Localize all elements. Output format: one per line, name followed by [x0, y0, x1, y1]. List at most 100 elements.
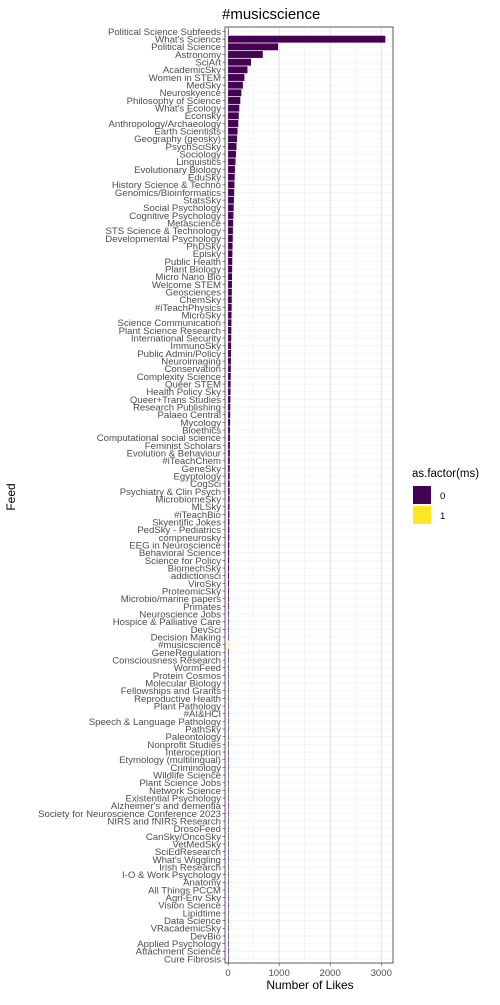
bar	[228, 66, 248, 74]
bar	[228, 403, 231, 411]
y-tick-label: Vision Science	[158, 901, 221, 912]
y-tick-label: Plant Science Research	[119, 326, 221, 337]
y-tick-label: Nonprofit Studies	[147, 740, 221, 751]
y-tick-label: Psychiatry & Clin Psych	[120, 487, 221, 498]
y-tick-label: Reproductive Health	[134, 694, 221, 705]
bar	[228, 610, 229, 618]
bar	[228, 779, 229, 787]
bar	[228, 35, 386, 43]
bar	[228, 564, 230, 572]
bar	[228, 710, 229, 718]
y-tick-label: Speech & Language Pathology	[89, 717, 221, 728]
y-tick-label: Feminist Scholars	[145, 441, 221, 452]
bar	[228, 625, 229, 633]
bar	[228, 863, 229, 871]
bar	[228, 894, 229, 902]
y-axis-title: Feed	[4, 483, 18, 510]
y-tick-label: Existential Psychology	[126, 793, 222, 804]
y-tick-label: Egyptology	[174, 471, 222, 482]
y-tick-label: Political Science Subfeeds	[108, 27, 221, 38]
y-tick-label: Lipidtime	[183, 908, 221, 919]
y-tick-label: Complexity Science	[137, 372, 221, 383]
panel-border	[224, 26, 394, 964]
bar	[228, 840, 229, 848]
bar	[228, 143, 237, 150]
y-tick-label: PedSky - Pediatrics	[137, 525, 221, 536]
y-tick-label: Geography (geosky)	[134, 134, 221, 145]
y-tick-label: Society for Neuroscience Conference 2023	[38, 809, 221, 820]
legend-label: 1	[440, 511, 445, 522]
y-tick-label: EEG in Neuroscience	[129, 540, 221, 551]
bar	[228, 572, 230, 580]
y-tick-label: Public Health	[164, 257, 221, 268]
y-tick-label: Welcome STEM	[152, 280, 221, 291]
y-tick-label: Astronomy	[175, 50, 221, 61]
y-tick-label: Episky	[193, 249, 221, 260]
y-tick-label: compneurosky	[159, 533, 222, 544]
bar	[228, 51, 263, 58]
y-tick-label: Cognitive Psychology	[129, 211, 221, 222]
y-tick-label: Econsky	[185, 111, 221, 122]
bar	[228, 334, 232, 342]
y-tick-label: Linguistics	[176, 157, 221, 168]
y-tick-label: Evolution & Behaviour	[127, 448, 222, 459]
bar	[228, 349, 232, 357]
legend: as.factor(ms) 0 1	[412, 468, 479, 524]
bar	[228, 510, 230, 518]
y-tick-label: Irish Research	[159, 862, 221, 873]
y-tick-label: Network Science	[149, 786, 221, 797]
bar	[228, 158, 236, 166]
x-axis-title: Number of Likes	[266, 978, 353, 992]
bar	[228, 242, 233, 250]
bar	[228, 150, 236, 158]
y-tick-label: GeneSky	[182, 464, 222, 475]
y-tick-label: What's Wiggling	[153, 855, 221, 866]
y-tick-label: Research Publishing	[133, 402, 221, 413]
bar	[228, 250, 233, 258]
y-tick-label: EduSky	[188, 173, 221, 184]
y-tick-label: Paleontology	[166, 732, 222, 743]
bar	[228, 878, 229, 886]
y-tick-label: Micro Nano Bio	[155, 272, 221, 283]
y-tick-label: CogSci	[190, 479, 221, 490]
bar	[228, 633, 229, 641]
legend-label: 0	[440, 491, 445, 502]
y-tick-label: MicroSky	[182, 311, 222, 322]
y-tick-label: #AI&HCI	[184, 709, 221, 720]
y-tick-label: Plant Pathology	[154, 701, 221, 712]
bar	[228, 817, 229, 825]
y-tick-label: Neuroskyence	[160, 88, 221, 99]
y-tick-label: ChemSky	[179, 295, 221, 306]
bar	[228, 740, 229, 748]
y-tick-label: Bioethics	[182, 425, 221, 436]
bar	[228, 924, 229, 932]
y-tick-label: Public Admin/Policy	[137, 349, 221, 360]
bar	[228, 365, 231, 373]
y-tick-label: Wildlife Science	[153, 770, 221, 781]
y-tick-label: CanSky/OncoSky	[146, 832, 221, 843]
bar	[228, 825, 229, 833]
bar	[228, 464, 230, 472]
bar	[228, 212, 234, 219]
y-tick-label: DevBio	[190, 931, 221, 942]
bar	[228, 771, 229, 779]
y-tick-label: AcademicSky	[163, 65, 221, 76]
y-tick-label: #musicscience	[158, 640, 221, 651]
y-tick-label: Political Science	[151, 42, 221, 53]
bar	[228, 932, 229, 940]
bar	[228, 901, 229, 909]
y-tick-label: WormFeed	[174, 663, 221, 674]
y-tick-label: PsychSciSky	[166, 142, 222, 153]
bar	[228, 388, 231, 396]
bar	[228, 112, 239, 120]
bar	[228, 204, 234, 212]
y-tick-label: Genomics/Bioinformatics	[115, 188, 221, 199]
bar	[228, 848, 229, 856]
bar	[228, 955, 229, 963]
y-tick-label: All Things PCCM	[148, 885, 221, 896]
bar	[228, 855, 229, 863]
y-tick-label: ImmunoSky	[170, 341, 221, 352]
y-tick-label: STS Science & Technology	[105, 226, 221, 237]
y-tick-label: Science for Policy	[145, 556, 221, 567]
bar	[228, 74, 245, 81]
